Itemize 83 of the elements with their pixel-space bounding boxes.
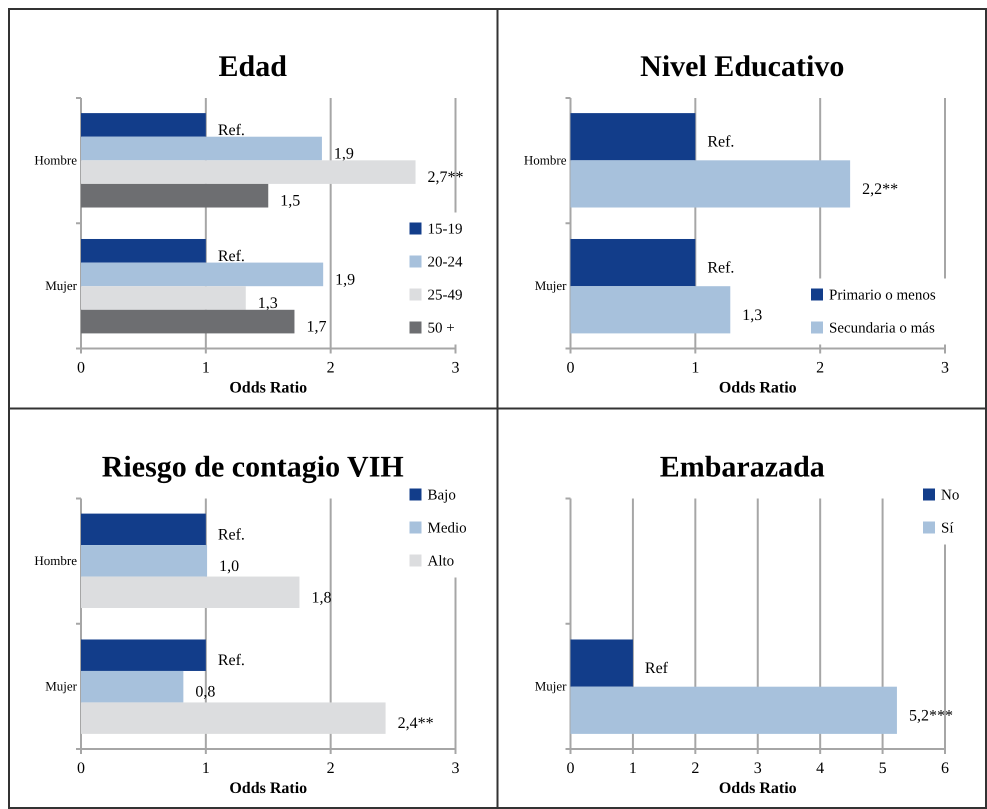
y-tick-label: Hombre <box>34 152 78 168</box>
data-label: 1,7 <box>306 318 326 336</box>
legend-label: Secundaria o más <box>829 320 935 336</box>
x-tick-label: 0 <box>77 360 85 376</box>
x-tick-label: 0 <box>566 760 574 777</box>
bar <box>81 310 294 334</box>
x-tick-label: 0 <box>566 360 574 376</box>
bar <box>81 136 322 160</box>
bar <box>570 160 850 208</box>
y-tick-label: Mujer <box>534 278 568 294</box>
bar <box>81 160 416 184</box>
x-axis-title: Odds Ratio <box>229 380 308 396</box>
bar <box>81 238 206 263</box>
y-tick-label: Mujer <box>534 678 568 694</box>
x-tick-label: 0 <box>77 760 85 777</box>
data-label: Ref. <box>707 134 734 151</box>
x-tick-label: 1 <box>202 360 210 376</box>
data-label: Ref. <box>218 652 245 670</box>
y-tick-label: Mujer <box>45 678 78 694</box>
data-label: 1,3 <box>742 306 762 324</box>
legend-label: Bajo <box>428 488 456 504</box>
data-label: Ref. <box>707 260 734 277</box>
chart-title: Embarazada <box>660 450 825 484</box>
chart-title: Nivel Educativo <box>640 50 844 83</box>
bar <box>81 184 268 208</box>
data-label: 1,9 <box>335 271 356 288</box>
x-tick-label: 2 <box>691 760 700 777</box>
data-label: 2,2** <box>862 180 898 198</box>
x-tick-label: 1 <box>628 760 637 777</box>
x-tick-label: 3 <box>941 360 949 376</box>
data-label: Ref. <box>218 248 245 265</box>
bar <box>81 702 386 734</box>
x-tick-label: 3 <box>452 360 460 376</box>
legend-label: No <box>941 488 960 504</box>
x-tick-label: 2 <box>816 360 824 376</box>
legend-label: Alto <box>428 554 454 570</box>
bar <box>81 639 206 671</box>
legend-label: 20-24 <box>428 254 463 270</box>
bar <box>81 286 246 310</box>
y-tick-label: Hombre <box>34 552 78 568</box>
chart-title: Riesgo de contagio VIH <box>102 450 404 484</box>
bar <box>81 514 206 546</box>
y-tick-label: Mujer <box>45 278 78 294</box>
data-label: Ref <box>644 660 669 678</box>
x-tick-label: 5 <box>878 760 887 777</box>
y-tick-label: Hombre <box>524 152 567 168</box>
x-tick-label: 2 <box>326 760 335 777</box>
x-axis-title: Odds Ratio <box>718 780 797 797</box>
legend-label: Primario o menos <box>829 288 936 304</box>
x-tick-label: 3 <box>452 760 460 777</box>
data-label: 1,3 <box>258 294 278 312</box>
bar <box>81 545 208 577</box>
data-label: 2,4** <box>398 715 434 732</box>
data-label: 5,2*** <box>908 707 953 724</box>
bar <box>81 670 184 702</box>
legend-label: 15-19 <box>428 222 462 238</box>
legend-label: Sí <box>941 520 954 536</box>
bar <box>570 113 696 160</box>
data-label: 1,9 <box>334 146 354 163</box>
legend-label: 50 + <box>428 320 455 336</box>
data-label: 1,0 <box>219 558 240 575</box>
bar <box>81 262 324 286</box>
x-tick-label: 2 <box>326 360 335 376</box>
data-label: 1,5 <box>280 192 300 210</box>
bar <box>570 286 730 334</box>
bar <box>570 238 696 286</box>
data-label: 2,7** <box>428 169 464 186</box>
x-tick-label: 3 <box>754 760 762 777</box>
data-label: Ref. <box>218 526 245 544</box>
legend-label: 25-49 <box>428 288 462 304</box>
x-axis-title: Odds Ratio <box>718 380 797 396</box>
x-axis-title: Odds Ratio <box>229 780 308 797</box>
bar <box>81 576 300 608</box>
x-tick-label: 1 <box>202 760 210 777</box>
x-tick-label: 4 <box>816 760 824 777</box>
x-tick-label: 1 <box>691 360 700 376</box>
x-tick-label: 6 <box>941 760 949 777</box>
chart-title: Edad <box>218 50 288 83</box>
data-label: Ref. <box>218 122 245 139</box>
data-label: 0,8 <box>195 684 216 701</box>
bar <box>81 113 206 137</box>
data-label: 1,8 <box>311 589 332 606</box>
legend-label: Medio <box>428 520 467 536</box>
